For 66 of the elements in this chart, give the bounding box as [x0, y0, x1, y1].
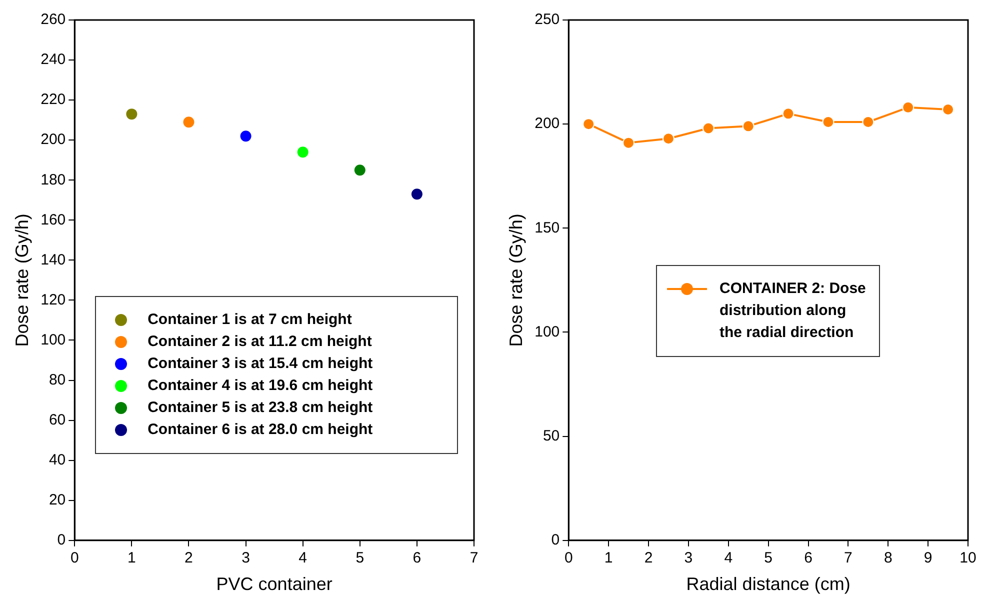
x-tick-label: 2: [644, 550, 653, 567]
y-tick-label: 40: [48, 451, 66, 468]
point: [662, 132, 674, 145]
y-tick-label: 120: [40, 291, 66, 308]
point: [942, 104, 954, 116]
x-tick-label: 1: [128, 550, 136, 567]
x-tick-label: 6: [804, 550, 812, 567]
legend-label: CONTAINER 2: Dose distribution along the radial direction: [719, 278, 867, 343]
x-tick-label: 6: [412, 550, 422, 567]
y-tick-label: 250: [534, 11, 560, 28]
point: [902, 101, 914, 114]
legend-label: Container 2 is at 11.2 cm height: [148, 332, 372, 352]
point: [702, 122, 714, 134]
y-tick-label: 140: [40, 251, 66, 268]
y-tick-label: 200: [40, 131, 66, 148]
point: [822, 116, 834, 128]
x-tick-label: 8: [884, 550, 892, 567]
y-tick-label: 180: [40, 171, 66, 188]
x-tick-label: 9: [924, 550, 932, 567]
y-tick-label: 150: [534, 219, 560, 236]
legend-label: Container 5 is at 23.8 cm height: [148, 398, 373, 418]
legend-label: Container 1 is at 7 cm height: [148, 310, 352, 330]
x-tick-label: 3: [684, 550, 693, 567]
x-tick-label: 7: [844, 550, 852, 567]
x-tick-label: 10: [960, 550, 976, 567]
legend-label: Container 4 is at 19.6 cm height: [148, 376, 373, 396]
x-tick-label: 1: [604, 550, 613, 567]
point: [183, 116, 194, 128]
y-tick-label: 220: [40, 91, 66, 108]
x-tick-label: 3: [242, 550, 250, 567]
y-tick-label: 60: [48, 411, 66, 428]
legend-label: Container 3 is at 15.4 cm height: [148, 354, 373, 374]
x-tick-label: 4: [298, 550, 308, 567]
point: [240, 130, 252, 142]
point: [411, 188, 422, 200]
point: [297, 146, 308, 158]
point: [582, 118, 595, 130]
y-tick-label: 50: [542, 427, 560, 444]
y-tick-label: 200: [534, 115, 560, 132]
point: [622, 136, 635, 149]
y-tick-label: 0: [57, 532, 66, 549]
point: [126, 108, 138, 120]
point: [742, 120, 754, 132]
x-tick-label: 4: [724, 550, 733, 567]
x-tick-label: 5: [764, 550, 772, 567]
y-tick-label: 260: [40, 11, 66, 28]
x-axis-title: PVC container: [216, 574, 332, 594]
y-tick-label: 0: [551, 532, 560, 549]
y-tick-label: 100: [40, 331, 66, 348]
x-tick-label: 0: [564, 550, 573, 567]
point: [782, 108, 794, 120]
y-axis-title: Dose rate (Gy/h): [12, 214, 32, 347]
x-axis-title: Radial distance (cm): [686, 574, 850, 594]
point: [862, 116, 874, 128]
legend-label: Container 6 is at 28.0 cm height: [148, 420, 373, 440]
point: [354, 164, 366, 176]
y-axis-title: Dose rate (Gy/h): [506, 214, 526, 347]
x-tick-label: 0: [70, 550, 79, 567]
x-tick-label: 7: [470, 550, 478, 567]
x-tick-label: 2: [184, 550, 193, 567]
y-tick-label: 100: [534, 323, 560, 340]
y-tick-label: 20: [48, 492, 66, 509]
x-tick-label: 5: [356, 550, 364, 567]
y-tick-label: 240: [40, 51, 66, 68]
y-tick-label: 160: [40, 211, 66, 228]
y-tick-label: 80: [48, 371, 66, 388]
